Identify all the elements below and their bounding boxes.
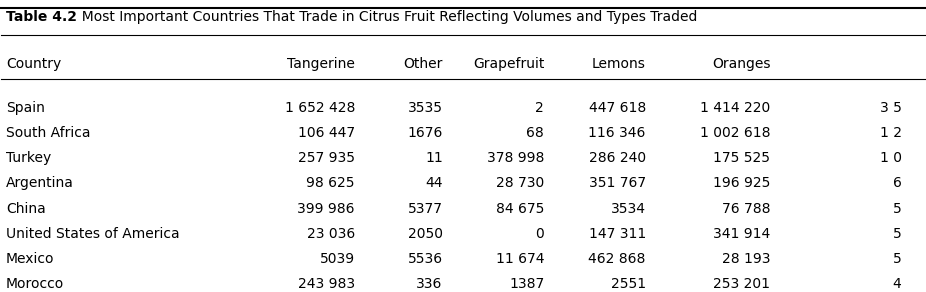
Text: 0: 0 bbox=[535, 227, 544, 241]
Text: 4: 4 bbox=[893, 277, 902, 291]
Text: 84 675: 84 675 bbox=[495, 201, 544, 215]
Text: Grapefruit: Grapefruit bbox=[473, 57, 544, 71]
Text: Country: Country bbox=[6, 57, 61, 71]
Text: 68: 68 bbox=[527, 126, 544, 140]
Text: 23 036: 23 036 bbox=[307, 227, 355, 241]
Text: Spain: Spain bbox=[6, 100, 44, 114]
Text: 1 2: 1 2 bbox=[880, 126, 902, 140]
Text: 2551: 2551 bbox=[610, 277, 645, 291]
Text: 1387: 1387 bbox=[509, 277, 544, 291]
Text: China: China bbox=[6, 201, 45, 215]
Text: 399 986: 399 986 bbox=[297, 201, 355, 215]
Text: 341 914: 341 914 bbox=[713, 227, 770, 241]
Text: Mexico: Mexico bbox=[6, 252, 55, 266]
Text: 11: 11 bbox=[425, 151, 443, 165]
Text: 2050: 2050 bbox=[407, 227, 443, 241]
Text: 253 201: 253 201 bbox=[713, 277, 770, 291]
Text: Other: Other bbox=[404, 57, 443, 71]
Text: 1 652 428: 1 652 428 bbox=[284, 100, 355, 114]
Text: 3 5: 3 5 bbox=[880, 100, 902, 114]
Text: 175 525: 175 525 bbox=[713, 151, 770, 165]
Text: Table 4.2: Table 4.2 bbox=[6, 10, 77, 24]
Text: 2: 2 bbox=[535, 100, 544, 114]
Text: 286 240: 286 240 bbox=[589, 151, 645, 165]
Text: 1 0: 1 0 bbox=[880, 151, 902, 165]
Text: 11 674: 11 674 bbox=[495, 252, 544, 266]
Text: 28 730: 28 730 bbox=[496, 176, 544, 190]
Text: 3534: 3534 bbox=[611, 201, 645, 215]
Text: 1 414 220: 1 414 220 bbox=[700, 100, 770, 114]
Text: 336: 336 bbox=[417, 277, 443, 291]
Text: 5536: 5536 bbox=[407, 252, 443, 266]
Text: 106 447: 106 447 bbox=[298, 126, 355, 140]
Text: 3535: 3535 bbox=[407, 100, 443, 114]
Text: Oranges: Oranges bbox=[712, 57, 770, 71]
Text: 98 625: 98 625 bbox=[307, 176, 355, 190]
Text: 5377: 5377 bbox=[407, 201, 443, 215]
Text: Most Important Countries That Trade in Citrus Fruit Reflecting Volumes and Types: Most Important Countries That Trade in C… bbox=[73, 10, 698, 24]
Text: Tangerine: Tangerine bbox=[287, 57, 355, 71]
Text: 378 998: 378 998 bbox=[487, 151, 544, 165]
Text: 76 788: 76 788 bbox=[722, 201, 770, 215]
Text: 5039: 5039 bbox=[319, 252, 355, 266]
Text: Argentina: Argentina bbox=[6, 176, 74, 190]
Text: Lemons: Lemons bbox=[592, 57, 645, 71]
Text: 28 193: 28 193 bbox=[722, 252, 770, 266]
Text: 351 767: 351 767 bbox=[589, 176, 645, 190]
Text: 44: 44 bbox=[425, 176, 443, 190]
Text: 447 618: 447 618 bbox=[589, 100, 645, 114]
Text: 462 868: 462 868 bbox=[588, 252, 645, 266]
Text: 257 935: 257 935 bbox=[298, 151, 355, 165]
Text: 196 925: 196 925 bbox=[713, 176, 770, 190]
Text: 5: 5 bbox=[893, 201, 902, 215]
Text: 1 002 618: 1 002 618 bbox=[700, 126, 770, 140]
Text: South Africa: South Africa bbox=[6, 126, 91, 140]
Text: 243 983: 243 983 bbox=[298, 277, 355, 291]
Text: 5: 5 bbox=[893, 227, 902, 241]
Text: 116 346: 116 346 bbox=[588, 126, 645, 140]
Text: Turkey: Turkey bbox=[6, 151, 51, 165]
Text: 5: 5 bbox=[893, 252, 902, 266]
Text: 1676: 1676 bbox=[407, 126, 443, 140]
Text: Morocco: Morocco bbox=[6, 277, 64, 291]
Text: United States of America: United States of America bbox=[6, 227, 180, 241]
Text: 147 311: 147 311 bbox=[589, 227, 645, 241]
Text: 6: 6 bbox=[893, 176, 902, 190]
